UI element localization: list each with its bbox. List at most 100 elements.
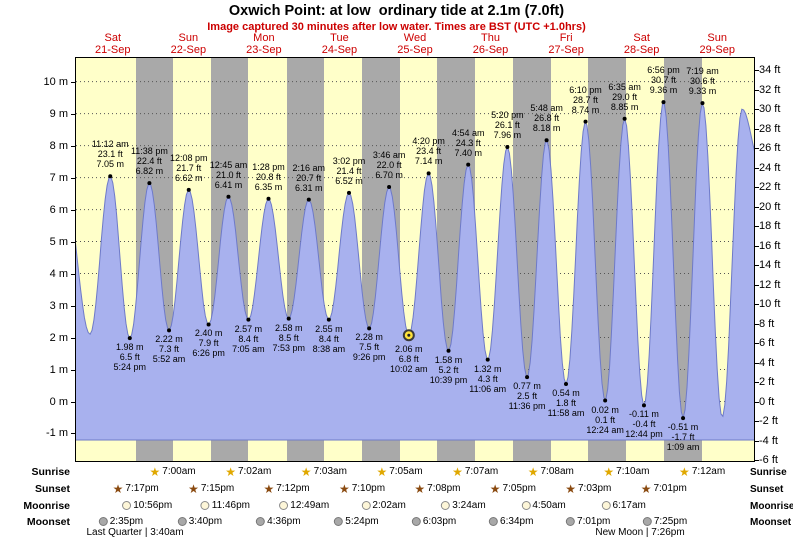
annotation-line: 7:05 am (232, 343, 265, 354)
tide-annotation-low: 1.58 m 5.2 ft 10:39 pm (430, 355, 468, 385)
annotation-line: 21.4 ft (336, 165, 362, 176)
sunrise-time: 7:05am (389, 466, 423, 477)
sunrise-star-icon: ★ (300, 464, 312, 479)
annotation-line: 0.54 m (552, 387, 580, 398)
annotation-line: 11:12 am (91, 139, 129, 150)
right-axis-tick (755, 343, 759, 344)
moonset-moon-icon (177, 517, 187, 526)
feet-axis-label: 22 ft (759, 181, 781, 193)
sunrise-marker: ★ 7:10am (603, 465, 649, 478)
annotation-line: 10:39 pm (429, 374, 468, 385)
annotation-line: 3:46 am (372, 150, 406, 160)
annotation-line: 9.36 m (649, 85, 678, 96)
almanac-label-right-moonrise: Moonrise (750, 501, 793, 512)
sunrise-time: 7:10am (616, 466, 650, 477)
moonrise-marker: 12:49am (279, 499, 329, 512)
tide-annotation-low: 0.02 m 0.1 ft 12:24 am (586, 405, 624, 435)
annotation-line: 6:35 am (608, 81, 641, 92)
annotation-line: -0.11 m (629, 409, 659, 420)
left-axis-tick (71, 113, 75, 115)
feet-axis-label: 32 ft (759, 83, 781, 96)
annotation-line: 2.57 m (234, 323, 263, 334)
annotation-line: 12:08 pm (169, 152, 208, 163)
tide-annotation-low: 2.40 m 7.9 ft 6:26 pm (192, 328, 225, 358)
day-name: Sun (178, 32, 199, 44)
sunset-marker: ★ 7:17pm (113, 482, 159, 495)
annotation-line: 8.85 m (610, 101, 639, 112)
day-label: Sun 22-Sep (171, 32, 206, 56)
sunrise-star-icon: ★ (225, 464, 236, 479)
annotation-line: 0.77 m (513, 381, 541, 392)
sunset-time: 7:12pm (276, 483, 310, 494)
tide-annotation-high: 3:46 am 22.0 ft 6.70 m (373, 150, 406, 180)
right-axis-tick (755, 89, 759, 91)
right-axis-tick (755, 70, 759, 71)
tide-annotation-low: 2.58 m 8.5 ft 7:53 pm (272, 323, 305, 353)
tide-extreme-dot (446, 348, 451, 353)
moonset-marker: 6:34pm (489, 515, 533, 528)
tide-extreme-dot (286, 316, 291, 321)
feet-axis-label: 24 ft (759, 161, 781, 174)
moonset-time: 5:24pm (345, 516, 379, 527)
tide-extreme-dot (226, 194, 231, 199)
almanac-label-right-sunrise: Sunrise (750, 467, 787, 478)
tide-extreme-dot (186, 187, 191, 192)
meter-axis-label: 7 m (49, 171, 68, 184)
meter-axis-label: 0 m (49, 395, 68, 408)
annotation-line: 22.0 ft (376, 160, 402, 170)
feet-axis-label: 20 ft (759, 200, 781, 213)
tide-annotation-high: 6:56 pm 30.7 ft 9.36 m (647, 65, 680, 95)
moonrise-time: 12:49am (290, 500, 330, 511)
tide-annotation-low: 2.28 m 7.5 ft 9:26 pm (353, 332, 386, 362)
annotation-line: 6:56 pm (647, 65, 680, 76)
day-name: Thu (481, 32, 501, 44)
annotation-line: 2.28 m (355, 332, 383, 343)
annotation-line: 6.5 ft (119, 352, 140, 363)
annotation-line: 2.06 m (395, 344, 423, 355)
sunrise-star-icon: ★ (452, 464, 463, 479)
sunrise-star-icon: ★ (527, 464, 539, 479)
day-name: Sat (104, 32, 122, 44)
moon-phase-note-last-quarter: Last Quarter | 3:40am (86, 527, 184, 538)
tide-annotation-high: 1:28 pm 20.8 ft 6.35 m (252, 162, 285, 192)
tide-annotation-high: 4:20 pm 23.4 ft 7.14 m (412, 136, 445, 166)
sunrise-time: 7:12am (691, 466, 726, 477)
chart-subtitle: Image captured 30 minutes after low wate… (207, 21, 586, 33)
tide-extreme-dot (622, 116, 627, 121)
left-axis-tick (71, 337, 75, 339)
annotation-line: 9.33 m (688, 86, 717, 97)
tide-extreme-dot (485, 357, 490, 362)
sunset-marker: ★ 7:05pm (490, 482, 536, 495)
annotation-line: 6.82 m (135, 166, 164, 177)
annotation-line: 28.7 ft (573, 94, 599, 105)
tide-annotation-low: 2.57 m 8.4 ft 7:05 am (232, 324, 265, 354)
tide-annotation-low: 1.32 m 4.3 ft 11:06 am (469, 364, 506, 394)
almanac-label-right-sunset: Sunset (750, 484, 784, 495)
moonrise-moon-icon (279, 501, 289, 510)
moonset-moon-icon (489, 517, 499, 526)
moonrise-marker: 6:17am (601, 499, 646, 512)
tide-extreme-dot (167, 328, 172, 333)
annotation-line: 1.32 m (473, 363, 502, 374)
moonrise-marker: 3:24am (441, 499, 486, 512)
feet-axis-label: 28 ft (759, 122, 781, 135)
right-axis-tick (755, 382, 759, 383)
annotation-line: 5:52 am (152, 354, 186, 365)
tide-extreme-dot (127, 336, 132, 341)
feet-axis-label: 10 ft (759, 298, 781, 310)
sunset-time: 7:15pm (200, 483, 235, 494)
tide-annotation-low: 2.22 m 7.3 ft 5:52 am (153, 334, 186, 364)
annotation-line: 7.9 ft (198, 338, 219, 349)
annotation-line: 30.6 ft (689, 76, 715, 87)
annotation-line: 0.1 ft (595, 414, 616, 425)
moonset-marker: 2:35pm (98, 515, 143, 528)
right-axis-tick (755, 226, 759, 227)
annotation-line: 8:38 am (312, 343, 346, 354)
sunrise-marker: ★ 7:02am (225, 465, 271, 478)
tide-extreme-dot (505, 145, 510, 150)
moonrise-time: 2:02am (372, 500, 406, 511)
day-date: 27-Sep (548, 43, 584, 56)
moonset-moon-icon (411, 517, 421, 526)
sunrise-star-icon: ★ (679, 464, 690, 479)
moonset-moon-icon (642, 517, 652, 526)
